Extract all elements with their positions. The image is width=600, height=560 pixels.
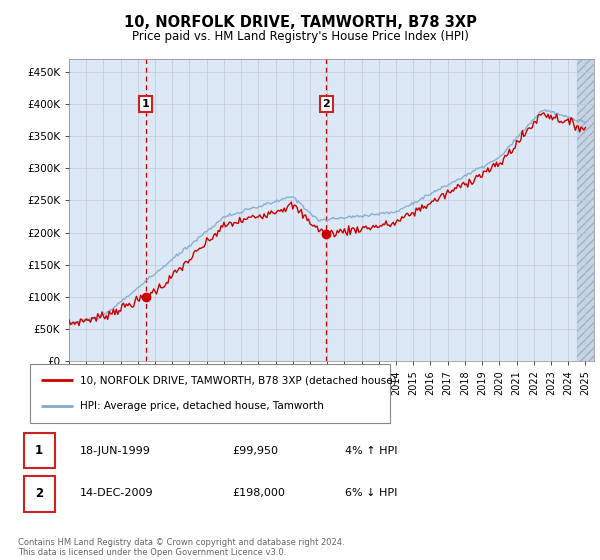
Text: 18-JUN-1999: 18-JUN-1999: [80, 446, 151, 456]
Bar: [577, 59, 594, 361]
Text: Contains HM Land Registry data © Crown copyright and database right 2024.
This d: Contains HM Land Registry data © Crown c…: [18, 538, 344, 557]
Text: 6% ↓ HPI: 6% ↓ HPI: [345, 488, 397, 498]
FancyBboxPatch shape: [30, 364, 390, 423]
Text: £99,950: £99,950: [232, 446, 278, 456]
Text: 14-DEC-2009: 14-DEC-2009: [80, 488, 154, 498]
Bar: [577, 59, 594, 361]
FancyBboxPatch shape: [23, 433, 55, 468]
Text: 10, NORFOLK DRIVE, TAMWORTH, B78 3XP: 10, NORFOLK DRIVE, TAMWORTH, B78 3XP: [124, 15, 476, 30]
Text: 4% ↑ HPI: 4% ↑ HPI: [345, 446, 398, 456]
Text: 10, NORFOLK DRIVE, TAMWORTH, B78 3XP (detached house): 10, NORFOLK DRIVE, TAMWORTH, B78 3XP (de…: [80, 375, 397, 385]
Text: 1: 1: [142, 99, 149, 109]
Text: 1: 1: [35, 444, 43, 457]
Text: Price paid vs. HM Land Registry's House Price Index (HPI): Price paid vs. HM Land Registry's House …: [131, 30, 469, 43]
Text: £198,000: £198,000: [232, 488, 285, 498]
FancyBboxPatch shape: [23, 477, 55, 512]
Text: 2: 2: [35, 487, 43, 500]
Text: HPI: Average price, detached house, Tamworth: HPI: Average price, detached house, Tamw…: [80, 402, 324, 412]
Text: 2: 2: [322, 99, 330, 109]
